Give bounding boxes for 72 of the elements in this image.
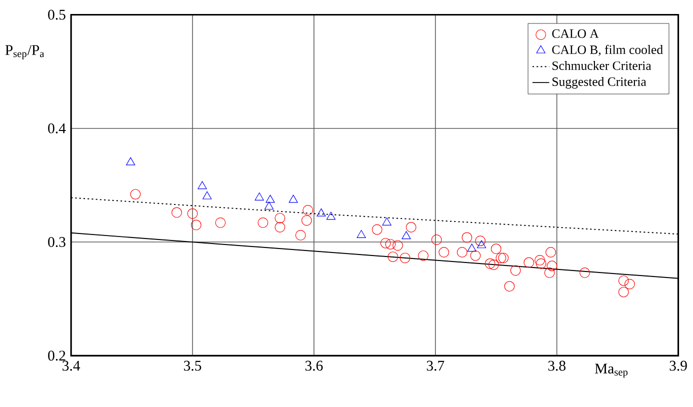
point bbox=[475, 236, 486, 246]
point bbox=[484, 258, 496, 269]
point bbox=[534, 255, 546, 266]
point bbox=[624, 278, 635, 290]
point bbox=[288, 194, 298, 203]
point bbox=[438, 247, 450, 258]
point bbox=[490, 244, 502, 254]
x-tick-label: 3.8 bbox=[548, 360, 566, 371]
y-tick-label: 0.4 bbox=[48, 123, 66, 134]
y-axis-title: P$_{sep}$/P$_{a}$ bbox=[5, 45, 44, 60]
point bbox=[618, 276, 629, 286]
point bbox=[126, 157, 136, 166]
point bbox=[476, 240, 486, 248]
x-tick-label: 3.6 bbox=[305, 360, 323, 371]
legend-label: Schmucker Criteria bbox=[552, 61, 652, 70]
point bbox=[380, 238, 391, 248]
point bbox=[402, 231, 411, 240]
point bbox=[470, 250, 481, 261]
x-axis-title: Ma$_{sep}$ bbox=[594, 364, 628, 378]
point bbox=[496, 252, 506, 264]
point bbox=[618, 286, 629, 298]
point bbox=[198, 181, 207, 190]
point bbox=[546, 260, 558, 272]
point bbox=[385, 239, 396, 250]
point bbox=[498, 252, 509, 264]
point bbox=[510, 265, 521, 276]
point bbox=[467, 244, 476, 252]
point bbox=[215, 218, 226, 228]
y-tick-label: 0.3 bbox=[48, 237, 66, 248]
point bbox=[274, 222, 286, 233]
point bbox=[264, 202, 274, 210]
point bbox=[190, 220, 202, 230]
point bbox=[418, 250, 428, 261]
point bbox=[187, 208, 198, 219]
point bbox=[301, 215, 312, 226]
point bbox=[316, 208, 326, 216]
legend-label: CALO B, film cooled bbox=[552, 45, 663, 56]
point bbox=[254, 192, 264, 201]
legend-label: Suggested Criteria bbox=[552, 77, 646, 89]
point bbox=[580, 268, 590, 278]
point bbox=[546, 247, 556, 258]
x-tick-label: 3.9 bbox=[670, 360, 687, 371]
point bbox=[172, 207, 182, 218]
point bbox=[202, 191, 212, 200]
point bbox=[372, 224, 382, 235]
point bbox=[524, 257, 534, 268]
point bbox=[274, 213, 286, 224]
point bbox=[295, 230, 306, 241]
point bbox=[392, 240, 403, 251]
x-tick-label: 3.7 bbox=[426, 360, 444, 371]
point bbox=[382, 218, 392, 226]
point bbox=[431, 234, 442, 246]
point bbox=[536, 258, 546, 269]
point bbox=[488, 260, 499, 270]
point bbox=[400, 252, 410, 264]
point bbox=[356, 230, 366, 238]
point bbox=[388, 252, 398, 262]
point bbox=[406, 222, 416, 233]
point bbox=[326, 212, 336, 220]
point bbox=[266, 194, 275, 203]
point bbox=[130, 189, 141, 200]
point bbox=[456, 247, 468, 258]
point bbox=[258, 218, 268, 228]
x-tick-label: 3.5 bbox=[184, 360, 202, 371]
point bbox=[504, 281, 515, 292]
y-tick-label: 0.2 bbox=[48, 350, 66, 361]
point bbox=[302, 205, 314, 216]
x-tick-label: 3.4 bbox=[62, 360, 80, 371]
point bbox=[462, 232, 472, 243]
legend-label: CALO A bbox=[552, 29, 599, 38]
y-tick-label: 0.5 bbox=[48, 10, 66, 20]
point bbox=[544, 268, 555, 278]
